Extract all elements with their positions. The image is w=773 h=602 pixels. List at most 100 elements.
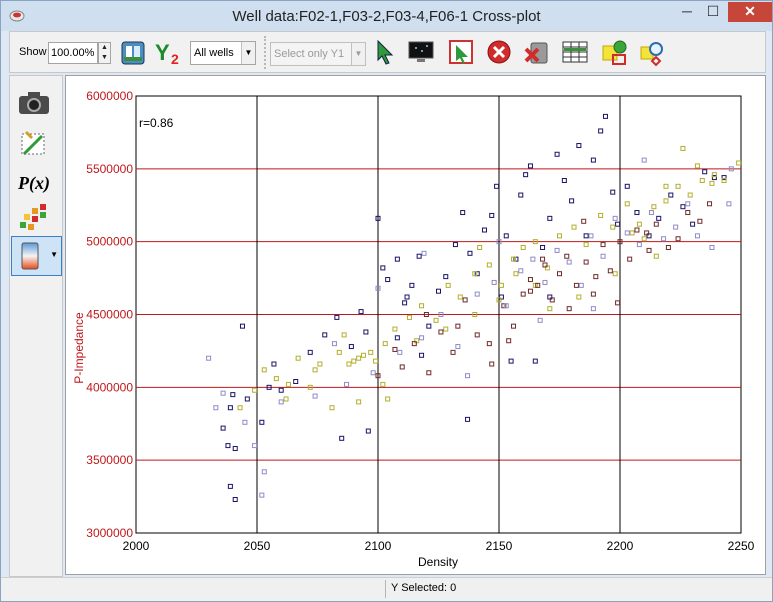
delete-icon[interactable] — [522, 37, 552, 67]
data-point — [520, 291, 526, 297]
data-point — [607, 268, 613, 274]
maximize-button[interactable]: ☐ — [706, 3, 720, 19]
svg-text:2: 2 — [171, 51, 179, 67]
close-button[interactable]: ✕ — [728, 2, 772, 22]
spin-up-icon[interactable]: ▲ — [101, 44, 108, 51]
grid — [135, 95, 742, 534]
data-point — [373, 358, 379, 364]
plot-area[interactable]: 3000000 3500000 4000000 4500000 5000000 55000… — [65, 75, 766, 575]
data-point — [600, 242, 606, 248]
px-icon[interactable]: P(x) — [18, 173, 50, 193]
spin-down-icon[interactable]: ▼ — [101, 54, 108, 61]
color-bar-dropdown[interactable]: ▼ — [11, 236, 62, 276]
data-point — [341, 332, 347, 338]
data-point — [627, 256, 633, 262]
data-point — [385, 396, 391, 402]
rect-select-icon[interactable] — [446, 37, 476, 67]
minimize-button[interactable]: ─ — [682, 3, 692, 19]
data-point — [588, 233, 594, 239]
data-point — [728, 166, 734, 172]
dock-icon[interactable] — [118, 37, 148, 67]
data-point — [237, 405, 243, 411]
data-point — [380, 265, 386, 271]
data-point — [673, 224, 679, 230]
data-point — [380, 381, 386, 387]
chevron-down-icon[interactable]: ▼ — [50, 250, 58, 259]
data-point — [721, 177, 727, 183]
data-point — [489, 212, 495, 218]
data-point — [685, 210, 691, 216]
data-point — [206, 355, 212, 361]
data-point — [423, 312, 429, 317]
well-filter-select[interactable]: All wells ▼ — [190, 41, 256, 65]
data-point — [694, 163, 700, 169]
data-point — [225, 443, 231, 449]
data-point — [358, 309, 364, 315]
data-point — [416, 253, 422, 259]
data-point — [537, 317, 543, 323]
data-point — [583, 259, 589, 265]
data-point — [665, 244, 671, 250]
x-tick-label: 2250 — [728, 539, 755, 553]
find-icon[interactable] — [638, 37, 668, 67]
data-point — [360, 352, 366, 358]
data-point — [385, 277, 391, 283]
toolbar: Show 100.00% ▲ ▼ Y 2 All wells ▼ Select … — [9, 31, 766, 73]
x-tick-label: 2100 — [365, 539, 392, 553]
data-point — [370, 370, 376, 376]
monitor-icon[interactable] — [406, 37, 436, 67]
camera-icon[interactable] — [16, 88, 52, 118]
data-point — [576, 294, 582, 300]
data-point — [540, 244, 546, 250]
y2-axis-icon[interactable]: Y 2 — [154, 37, 184, 67]
x-tick-label: 2000 — [123, 539, 150, 553]
data-point — [409, 282, 415, 288]
y1-select[interactable]: Select only Y1 ▼ — [270, 42, 366, 66]
data-point — [394, 256, 400, 262]
data-point — [394, 335, 400, 341]
data-point — [312, 367, 318, 373]
data-point — [455, 323, 461, 329]
data-point — [399, 364, 405, 370]
cross-plot-chart[interactable]: 3000000 3500000 4000000 4500000 5000000 55000… — [66, 76, 765, 574]
select-cursor-icon[interactable] — [370, 37, 400, 67]
table-icon[interactable] — [560, 37, 590, 67]
data-point — [699, 177, 705, 183]
data-point — [583, 233, 589, 239]
zoom-spinner[interactable]: ▲ ▼ — [98, 42, 111, 64]
app-icon — [9, 10, 25, 22]
data-point — [576, 143, 582, 149]
data-point — [709, 180, 715, 186]
correlation-annotation: r=0.86 — [139, 116, 174, 130]
title-bar[interactable]: Well data:F02-1,F03-2,F03-4,F06-1 Cross-… — [1, 1, 772, 31]
data-point — [532, 358, 538, 364]
data-point — [436, 288, 441, 294]
x-tick-label: 2150 — [486, 539, 513, 553]
data-point — [496, 297, 502, 303]
data-point — [450, 349, 456, 355]
data-point — [636, 242, 642, 248]
y1-select-value: Select only Y1 — [274, 48, 345, 60]
data-point — [668, 192, 674, 198]
data-point — [540, 256, 546, 262]
data-point — [406, 314, 412, 320]
data-point — [598, 128, 604, 134]
data-point — [227, 483, 233, 489]
data-point — [564, 253, 570, 259]
zoom-input[interactable]: 100.00% — [48, 42, 98, 64]
data-point — [590, 306, 596, 312]
data-point — [535, 282, 541, 288]
data-point — [557, 271, 562, 277]
status-separator — [385, 580, 386, 598]
data-point — [278, 399, 284, 405]
chevron-down-icon[interactable]: ▼ — [351, 43, 365, 65]
remove-selection-icon[interactable] — [484, 37, 514, 67]
data-point — [680, 204, 686, 210]
settings-icon[interactable] — [600, 37, 630, 67]
data-point — [375, 373, 381, 379]
data-point — [590, 157, 596, 163]
color-grid-icon[interactable] — [16, 202, 52, 232]
swap-axes-icon[interactable] — [16, 128, 52, 158]
chevron-down-icon[interactable]: ▼ — [241, 42, 255, 64]
data-point — [527, 163, 533, 169]
